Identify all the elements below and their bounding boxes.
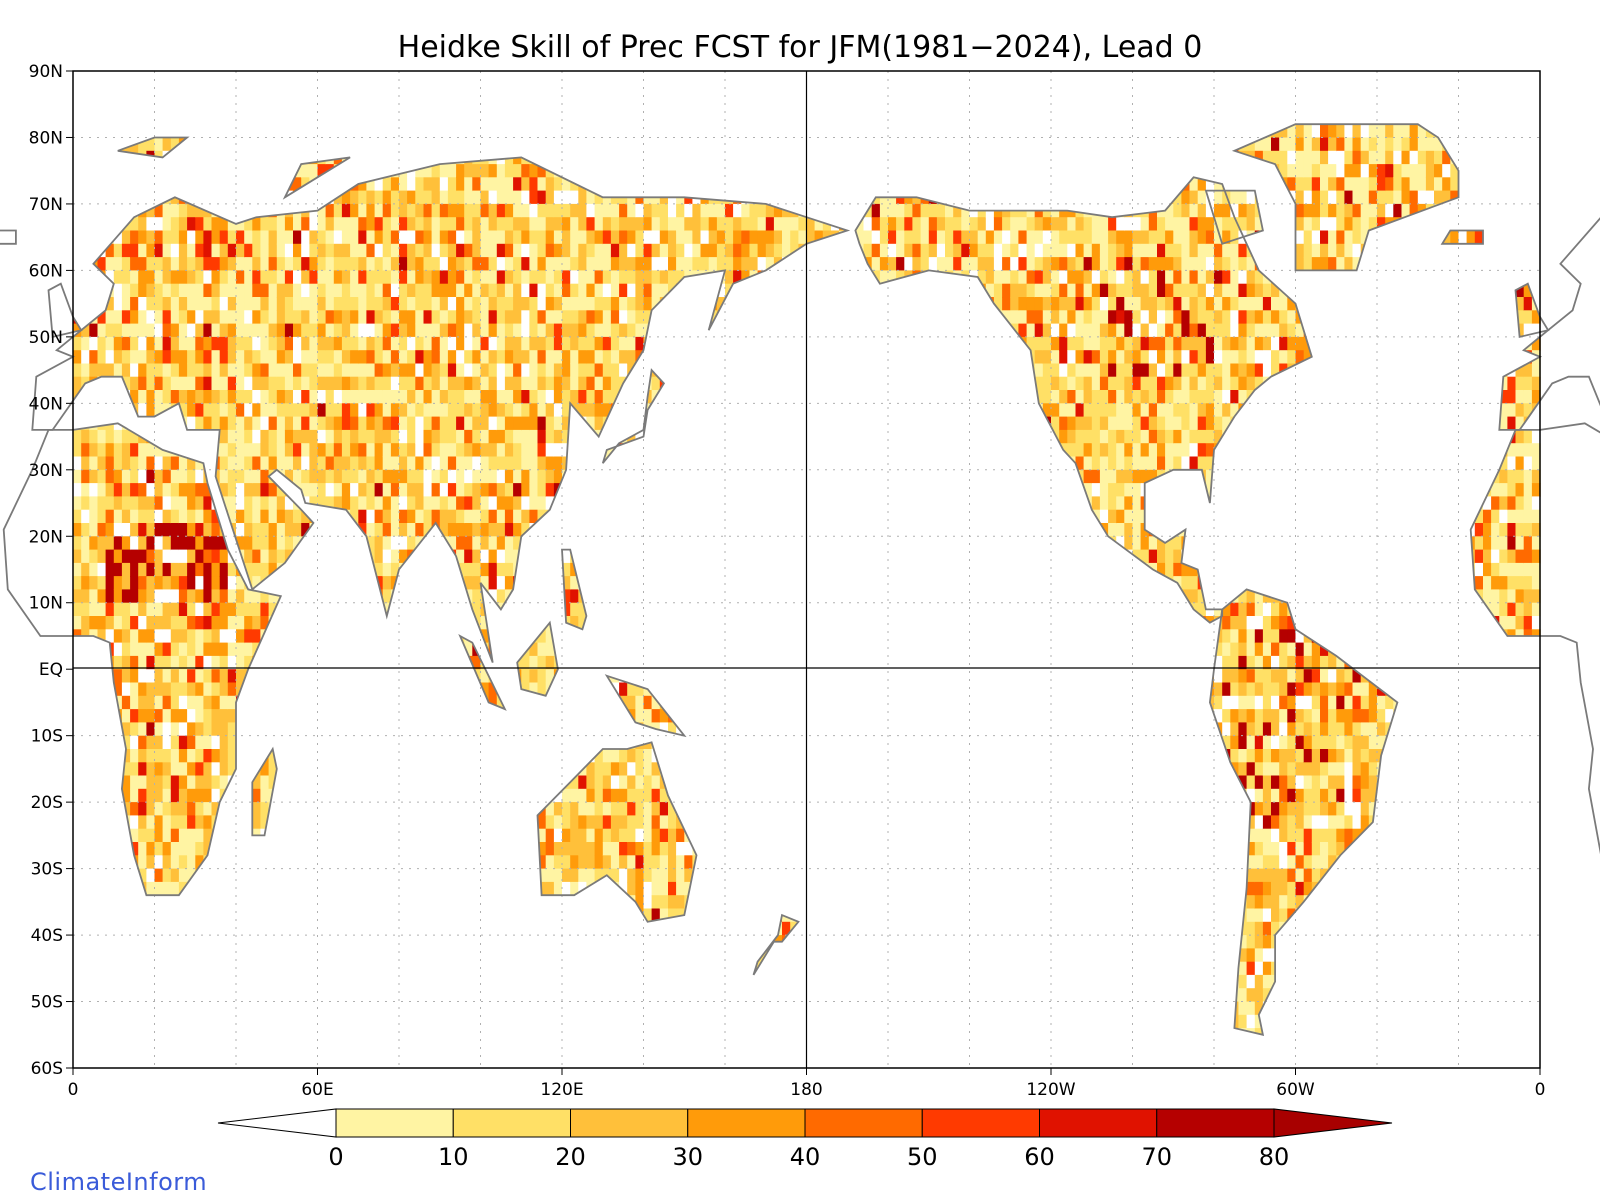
colorbar-label: 30	[672, 1143, 703, 1171]
colorbar-label: 60	[1024, 1143, 1055, 1171]
colorbar-label: 20	[555, 1143, 586, 1171]
coastline	[1440, 229, 1484, 245]
coastline	[47, 282, 83, 339]
colorbar-label: 0	[328, 1143, 343, 1171]
lat-tick-label: 20S	[31, 793, 63, 813]
lat-tick-label: 30S	[31, 860, 63, 880]
coastline	[2, 422, 283, 897]
coastline	[516, 620, 559, 697]
lat-tick-label: 10N	[29, 594, 63, 614]
coastline	[601, 368, 666, 464]
lon-tick-label: 60E	[301, 1080, 333, 1100]
map-title: Heidke Skill of Prec FCST for JFM(1981−2…	[398, 30, 1203, 65]
colorbar-swatch	[804, 1108, 923, 1138]
lat-tick-label: 10S	[31, 727, 63, 747]
lat-tick-label: 70N	[29, 195, 63, 215]
colorbar-over-arrow	[1273, 1108, 1393, 1138]
colorbar-swatch	[1039, 1108, 1158, 1138]
coastline	[251, 746, 278, 837]
coastline	[117, 136, 190, 159]
lon-tick-label: 60W	[1276, 1080, 1315, 1100]
lat-tick-label: 40S	[31, 926, 63, 946]
lat-tick-label: 80N	[29, 128, 63, 148]
coastline	[1208, 588, 1399, 1036]
coastline	[0, 229, 17, 245]
longitude-axis: 0 60E 120E 180 120W 60W 0	[68, 1068, 1546, 1100]
lat-tick-label: 50S	[31, 993, 63, 1013]
colorbar-under-arrow	[217, 1108, 337, 1138]
lat-tick-label: 20N	[29, 527, 63, 547]
colorbar-swatch	[570, 1108, 689, 1138]
latitude-axis: 90N 80N 70N 60N 50N 40N 30N 20N 10N EQ 10S 20S 30S 40…	[29, 62, 73, 1079]
coastline	[604, 674, 687, 738]
colorbar-label: 80	[1259, 1143, 1290, 1171]
coastline	[536, 741, 698, 923]
lon-tick-label: 180	[790, 1080, 822, 1100]
colorbar-label: 10	[438, 1143, 469, 1171]
lat-tick-label: 40N	[29, 394, 63, 414]
coastline	[282, 156, 351, 200]
lon-tick-label: 120E	[540, 1080, 583, 1100]
lat-tick-label: 50N	[29, 328, 63, 348]
colorbar-swatch	[335, 1108, 454, 1138]
colorbar-swatch	[1156, 1108, 1275, 1138]
coastline	[561, 548, 588, 631]
coastline	[854, 176, 1313, 624]
coastline	[1204, 189, 1264, 245]
colorbar-label: 50	[907, 1143, 938, 1171]
lat-tick-label: 30N	[29, 461, 63, 481]
colorbar-swatch	[452, 1108, 571, 1138]
credit-text: ClimateInform	[30, 1168, 208, 1196]
colorbar-swatch	[921, 1108, 1040, 1138]
colorbar-label: 40	[790, 1143, 821, 1171]
coastline	[752, 913, 800, 976]
coastline	[458, 633, 507, 711]
lat-tick-label: 60S	[31, 1059, 63, 1079]
lon-tick-label: 120W	[1026, 1080, 1075, 1100]
coastline	[1514, 282, 1550, 339]
map-plot-area	[0, 70, 1600, 1069]
lat-tick-label: EQ	[39, 660, 63, 680]
lat-tick-label: 60N	[29, 261, 63, 281]
colorbar-label: 70	[1141, 1143, 1172, 1171]
lat-tick-label: 90N	[29, 62, 63, 82]
coastlines	[0, 123, 1600, 1036]
colorbar: 0 10 20 30 40 50 60 70 80	[217, 1108, 1393, 1171]
coastline	[31, 156, 851, 663]
lon-tick-label: 0	[68, 1080, 79, 1100]
lon-tick-label: 0	[1535, 1080, 1546, 1100]
colorbar-swatch	[687, 1108, 806, 1138]
coastline	[1231, 123, 1460, 272]
